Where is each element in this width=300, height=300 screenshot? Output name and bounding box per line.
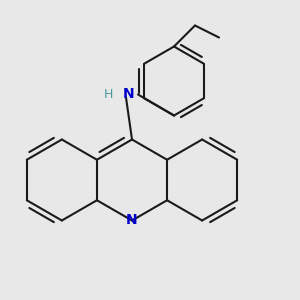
- Text: N: N: [126, 214, 138, 227]
- Text: H: H: [103, 88, 113, 101]
- Text: N: N: [123, 88, 135, 101]
